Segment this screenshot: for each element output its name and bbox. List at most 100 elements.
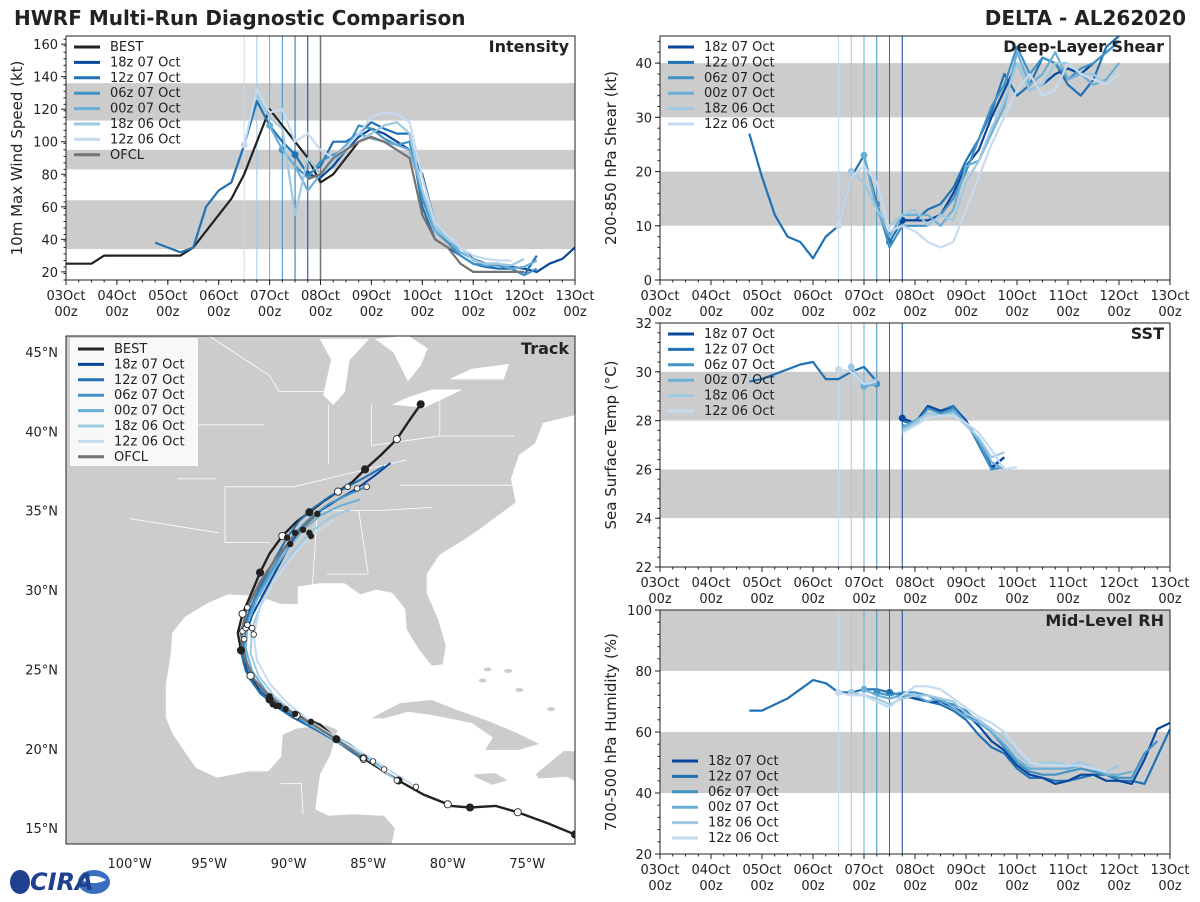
forecast-marker	[353, 485, 361, 492]
series-line-best	[66, 108, 372, 265]
x-tick-label: 08Oct	[895, 863, 934, 878]
legend-label: 18z 06 Oct	[708, 816, 779, 831]
forecast-marker	[244, 604, 251, 611]
legend-label: 18z 07 Oct	[708, 754, 779, 769]
border-line	[280, 783, 304, 814]
best-track-marker	[465, 803, 475, 812]
x-tick-sublabel: 00z	[801, 592, 825, 607]
x-tick-label: 11Oct	[1048, 863, 1087, 878]
x-tick-sublabel: 00z	[852, 592, 876, 607]
legend-label: OFCL	[110, 148, 145, 163]
series-line-12z-06-oct	[838, 368, 1018, 471]
x-tick-sublabel: 00z	[1107, 879, 1131, 894]
landmass-bahamas	[483, 667, 492, 672]
series-line-00z-07-oct	[862, 51, 1120, 238]
best-track-marker	[332, 735, 341, 744]
legend-label: 12z 06 Oct	[708, 831, 779, 846]
x-tick-label: 11Oct	[1048, 576, 1087, 591]
storm-id: DELTA - AL262020	[984, 6, 1186, 30]
x-tick-label: 13Oct	[555, 289, 594, 304]
series-group	[748, 36, 1120, 260]
series-line-06z-07-oct	[875, 40, 1120, 249]
y-tick-label: 60	[635, 726, 652, 741]
y-tick-label: 20	[635, 848, 652, 863]
legend-label: 06z 07 Oct	[704, 71, 775, 86]
logo-graphic	[10, 870, 110, 894]
lon-tick-label: 85°W	[350, 857, 386, 872]
x-tick-label: 06Oct	[793, 289, 832, 304]
series-group	[749, 360, 1018, 471]
lat-tick-label: 35°N	[25, 505, 58, 520]
state-border	[358, 510, 369, 575]
y-tick-label: 28	[635, 415, 652, 430]
y-tick-label: 20	[635, 166, 652, 181]
state-border	[208, 336, 324, 392]
y-tick-label: 30	[635, 111, 652, 126]
x-tick-label: 10Oct	[997, 576, 1036, 591]
legend-label: BEST	[110, 40, 143, 55]
x-tick-sublabel: 00z	[750, 879, 774, 894]
lon-tick-label: 80°W	[430, 857, 466, 872]
x-tick-sublabel: 00z	[852, 305, 876, 320]
best-track-marker	[246, 671, 255, 680]
forecast-marker	[250, 631, 257, 638]
state-border	[317, 507, 432, 511]
x-tick-sublabel: 00z	[648, 879, 672, 894]
x-tick-sublabel: 00z	[563, 305, 587, 320]
panel-title: Deep-Layer Shear	[1003, 37, 1164, 56]
init-marker	[860, 151, 868, 159]
x-tick-label: 04Oct	[691, 576, 730, 591]
x-tick-label: 08Oct	[895, 576, 934, 591]
x-tick-label: 03Oct	[640, 576, 679, 591]
panel-title: Track	[521, 339, 569, 358]
y-tick-label: 22	[635, 561, 652, 576]
best-track-marker	[392, 435, 401, 444]
legend-label: 00z 07 Oct	[704, 373, 775, 388]
forecast-marker	[291, 710, 299, 718]
lon-tick-label: 100°W	[108, 857, 152, 872]
best-track-marker	[416, 400, 425, 409]
x-tick-sublabel: 00z	[462, 305, 486, 320]
x-tick-sublabel: 00z	[105, 305, 129, 320]
forecast-marker	[299, 526, 307, 533]
x-tick-sublabel: 00z	[1056, 592, 1080, 607]
legend-label: 06z 07 Oct	[704, 358, 775, 373]
x-tick-label: 09Oct	[946, 289, 985, 304]
legend-label: 06z 07 Oct	[110, 86, 181, 101]
x-tick-sublabel: 00z	[954, 305, 978, 320]
x-tick-sublabel: 00z	[1158, 305, 1182, 320]
series-line-12z-06-oct	[838, 685, 1107, 773]
forecast-marker	[291, 529, 299, 537]
panel-sst: 22242628303203Oct00z04Oct00z05Oct00z06Oc…	[602, 317, 1190, 607]
init-marker	[847, 168, 855, 176]
init-marker	[860, 685, 868, 693]
forecast-marker	[248, 624, 256, 632]
x-tick-label: 10Oct	[403, 289, 442, 304]
legend-label: 18z 06 Oct	[704, 102, 775, 117]
landmass-bahamas	[515, 688, 524, 693]
x-tick-sublabel: 00z	[954, 592, 978, 607]
x-tick-label: 09Oct	[352, 289, 391, 304]
init-marker	[240, 141, 248, 149]
x-tick-label: 04Oct	[691, 289, 730, 304]
forecast-marker	[269, 701, 276, 708]
best-track-marker	[236, 646, 246, 655]
x-tick-label: 09Oct	[946, 863, 985, 878]
init-marker	[898, 414, 906, 422]
x-tick-sublabel: 00z	[258, 305, 282, 320]
map-frame	[65, 335, 576, 845]
legend-label: 12z 07 Oct	[704, 55, 775, 70]
legend-label: 18z 07 Oct	[114, 357, 185, 372]
forecast-marker	[412, 783, 420, 791]
x-tick-label: 12Oct	[505, 289, 544, 304]
x-tick-label: 09Oct	[946, 576, 985, 591]
forecast-marker	[244, 621, 251, 629]
x-tick-sublabel: 00z	[1158, 592, 1182, 607]
x-tick-sublabel: 00z	[801, 879, 825, 894]
y-tick-label: 24	[635, 512, 652, 527]
y-axis-label: 10m Max Wind Speed (kt)	[8, 61, 26, 256]
great-lake	[450, 364, 509, 380]
